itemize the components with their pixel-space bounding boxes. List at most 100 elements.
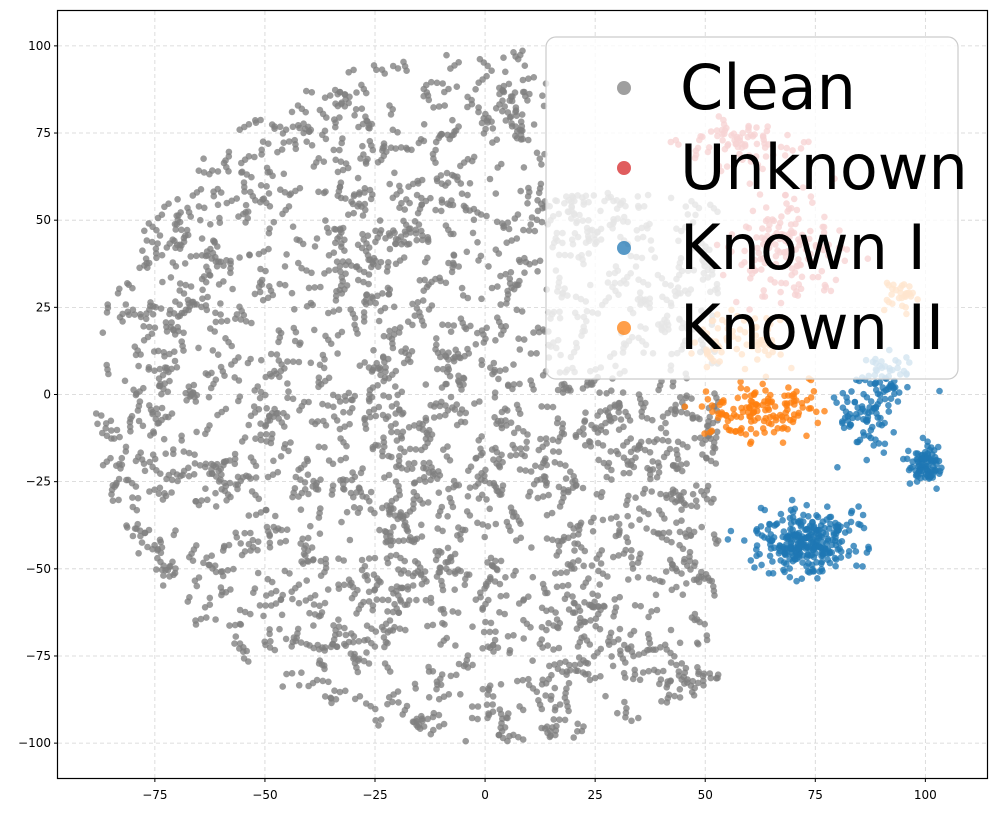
clean-point	[503, 300, 510, 307]
clean-point	[587, 617, 594, 624]
clean-point	[492, 190, 500, 197]
clean-point	[580, 562, 587, 570]
known-i-point	[833, 399, 840, 407]
clean-point	[567, 468, 574, 476]
known-i-point	[787, 506, 795, 514]
known-i-point	[934, 443, 942, 451]
known-i-point	[814, 575, 821, 582]
clean-point	[521, 88, 528, 96]
clean-point	[350, 633, 358, 640]
clean-point	[206, 271, 213, 279]
clean-point	[380, 353, 387, 361]
known-i-point	[856, 436, 864, 444]
clean-point	[140, 323, 147, 330]
clean-point	[628, 522, 635, 529]
clean-point	[351, 314, 359, 322]
y-tick-label: 100	[28, 39, 51, 53]
clean-point	[241, 548, 249, 555]
clean-point	[672, 565, 679, 572]
clean-point	[391, 169, 398, 177]
clean-point	[429, 713, 437, 721]
clean-point	[466, 512, 474, 519]
clean-point	[434, 365, 441, 373]
clean-point	[185, 306, 192, 314]
clean-point	[602, 692, 609, 700]
clean-point	[199, 286, 206, 294]
clean-point	[257, 265, 264, 273]
clean-point	[448, 171, 456, 179]
clean-point	[313, 235, 321, 242]
clean-point	[669, 378, 677, 386]
clean-point	[405, 225, 413, 233]
clean-point	[571, 547, 578, 554]
known-ii-point	[742, 431, 750, 438]
clean-point	[393, 400, 400, 408]
clean-point	[331, 225, 338, 233]
clean-point	[453, 421, 461, 429]
clean-point	[418, 521, 425, 529]
clean-point	[365, 280, 372, 288]
clean-point	[511, 215, 519, 222]
known-i-point	[777, 510, 785, 518]
clean-point	[220, 458, 228, 466]
clean-point	[162, 450, 169, 458]
clean-point	[520, 226, 527, 234]
known-i-point	[757, 504, 765, 512]
known-ii-point	[744, 409, 752, 416]
clean-point	[437, 172, 445, 179]
clean-point	[278, 611, 286, 619]
clean-point	[376, 217, 384, 224]
clean-point	[288, 643, 296, 650]
clean-point	[116, 433, 123, 441]
clean-point	[307, 299, 315, 307]
clean-point	[323, 224, 331, 232]
clean-point	[435, 711, 443, 719]
clean-point	[503, 239, 511, 246]
clean-point	[158, 251, 166, 259]
clean-point	[508, 237, 515, 244]
clean-point	[396, 324, 404, 331]
clean-point	[307, 359, 315, 367]
clean-point	[442, 559, 450, 566]
clean-point	[257, 431, 264, 439]
clean-point	[228, 197, 235, 205]
clean-point	[350, 66, 357, 74]
clean-point	[665, 437, 672, 445]
clean-point	[335, 581, 342, 588]
clean-point	[361, 359, 369, 366]
clean-point	[537, 435, 544, 443]
clean-point	[495, 731, 503, 739]
clean-point	[406, 508, 414, 515]
clean-point	[482, 110, 489, 118]
clean-point	[153, 566, 160, 573]
clean-point	[245, 473, 252, 480]
clean-point	[590, 604, 598, 611]
known-i-point	[847, 509, 855, 517]
clean-point	[308, 544, 316, 551]
clean-point	[157, 470, 164, 478]
clean-point	[156, 232, 164, 239]
clean-point	[178, 437, 185, 444]
clean-point	[381, 304, 389, 312]
clean-point	[637, 550, 644, 558]
known-i-point	[876, 391, 884, 399]
clean-point	[197, 216, 204, 224]
clean-point	[517, 520, 524, 527]
known-ii-point	[709, 408, 716, 416]
clean-point	[197, 186, 205, 193]
clean-point	[168, 489, 175, 496]
clean-point	[184, 296, 192, 304]
clean-point	[525, 75, 532, 82]
clean-point	[180, 329, 187, 337]
clean-point	[320, 662, 328, 669]
clean-point	[262, 602, 269, 609]
clean-point	[519, 135, 526, 143]
clean-point	[466, 207, 474, 214]
clean-point	[580, 618, 588, 625]
clean-point	[341, 423, 349, 431]
clean-point	[458, 190, 466, 197]
clean-point	[288, 670, 296, 677]
clean-point	[266, 203, 274, 210]
clean-point	[377, 716, 385, 723]
clean-point	[436, 274, 443, 282]
